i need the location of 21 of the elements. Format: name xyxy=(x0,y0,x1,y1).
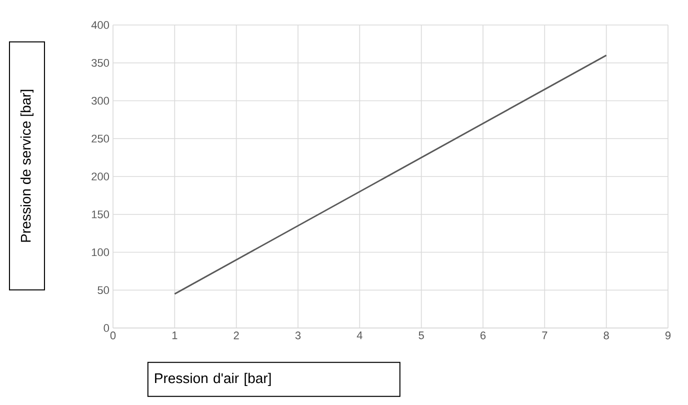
y-tick-label: 150 xyxy=(92,210,110,218)
y-tick-label: 300 xyxy=(92,96,110,105)
x-tick-label: 2 xyxy=(234,332,239,340)
x-tick-label: 0 xyxy=(110,332,116,340)
x-tick-label: 9 xyxy=(665,332,671,340)
x-tick-label: 5 xyxy=(418,332,424,340)
x-tick-label: 4 xyxy=(356,332,362,340)
x-tick-label: 1 xyxy=(172,332,178,340)
y-tick-label: 200 xyxy=(92,172,110,180)
y-tick-label: 250 xyxy=(92,134,110,143)
x-tick-label: 7 xyxy=(542,332,548,340)
x-tick-label: 6 xyxy=(480,332,486,340)
y-tick-label: 0 xyxy=(104,324,110,332)
y-tick-label: 350 xyxy=(92,58,110,67)
y-tick-label: 400 xyxy=(91,21,110,29)
y-tick-label: 100 xyxy=(92,248,110,256)
x-tick-label: 3 xyxy=(295,332,301,340)
y-axis-title: Pression de service [bar] xyxy=(20,90,34,242)
x-tick-label: 8 xyxy=(604,332,609,340)
y-tick-label: 50 xyxy=(98,286,110,294)
x-axis-title: Pression d'air [bar] xyxy=(155,372,271,386)
